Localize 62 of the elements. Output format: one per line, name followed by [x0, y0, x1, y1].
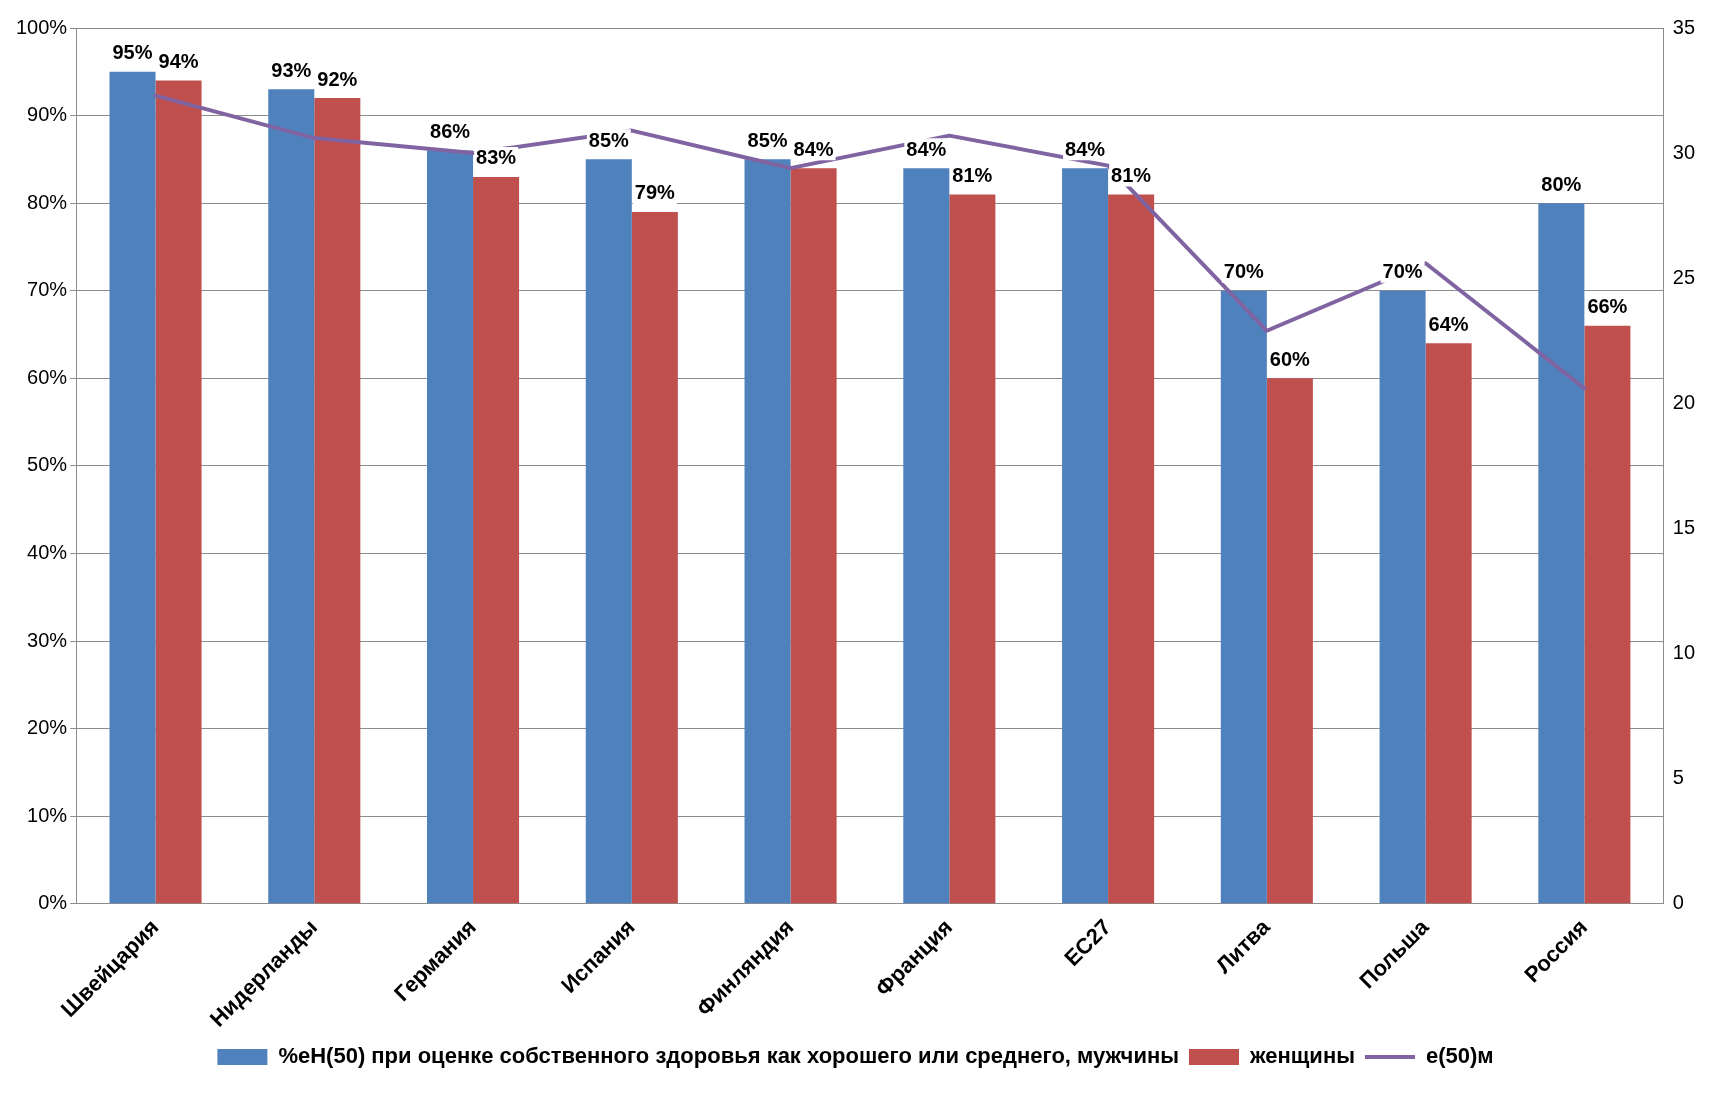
y2-tick-label: 15 — [1672, 515, 1695, 538]
y2-tick-label: 5 — [1672, 766, 1684, 789]
data-label: 81% — [1111, 163, 1152, 186]
y-tick-label: 90% — [27, 103, 68, 126]
bar — [109, 71, 156, 904]
y2-tick-label: 10 — [1672, 641, 1695, 664]
data-label: 84% — [793, 137, 834, 160]
data-label: 60% — [1269, 347, 1311, 370]
bar — [1108, 194, 1155, 904]
bar — [1062, 168, 1109, 904]
y-tick-label: 30% — [27, 628, 68, 651]
data-label: 70% — [1223, 260, 1265, 283]
bar — [631, 211, 678, 904]
bar — [1266, 378, 1313, 904]
data-label: 84% — [906, 137, 947, 160]
legend-label: %eH(50) при оценке собственного здоровья как хорошего или среднего, мужчины — [278, 1043, 1179, 1069]
y-tick-label: 10% — [27, 803, 68, 826]
bar — [1220, 290, 1267, 904]
bar — [744, 159, 791, 904]
y-tick-label: 70% — [27, 278, 68, 301]
bar — [1379, 290, 1426, 904]
data-label: 70% — [1382, 260, 1423, 283]
bar — [473, 176, 520, 904]
y-tick-label: 80% — [27, 190, 68, 213]
data-label: 85% — [588, 128, 630, 151]
y2-tick-label: 35 — [1672, 15, 1695, 38]
bar — [1425, 343, 1472, 904]
legend-label: e(50)м — [1425, 1043, 1494, 1069]
data-label: 81% — [952, 163, 993, 186]
data-label: 93% — [271, 58, 312, 81]
y-tick-label: 0% — [38, 891, 68, 914]
data-label: 83% — [476, 146, 517, 169]
y-tick-label: 50% — [27, 453, 68, 476]
bar — [1538, 203, 1585, 904]
bar — [268, 89, 315, 904]
bar — [585, 159, 632, 904]
data-label: 95% — [112, 41, 153, 64]
y2-tick-label: 20 — [1672, 390, 1695, 413]
bar — [790, 168, 837, 904]
bar — [427, 150, 474, 904]
y-tick-label: 60% — [27, 365, 68, 388]
y2-tick-label: 0 — [1672, 891, 1684, 914]
bar — [1584, 325, 1631, 904]
data-label: 80% — [1541, 172, 1582, 195]
y2-tick-label: 30 — [1672, 140, 1695, 163]
data-label: 64% — [1428, 312, 1469, 335]
bar — [155, 80, 202, 904]
y2-tick-label: 25 — [1672, 265, 1695, 288]
data-label: 79% — [634, 181, 676, 204]
bar — [949, 194, 996, 904]
y-tick-label: 100% — [16, 15, 68, 38]
bar — [314, 98, 361, 904]
data-label: 66% — [1587, 295, 1628, 318]
legend-label: женщины — [1248, 1043, 1355, 1069]
y-tick-label: 40% — [27, 541, 68, 563]
data-label: 92% — [317, 67, 358, 90]
data-label: 85% — [747, 128, 788, 151]
data-label: 94% — [158, 50, 199, 73]
data-label: 84% — [1065, 137, 1106, 160]
bar — [903, 168, 950, 904]
data-label: 86% — [430, 120, 471, 143]
y-tick-label: 20% — [27, 716, 68, 739]
